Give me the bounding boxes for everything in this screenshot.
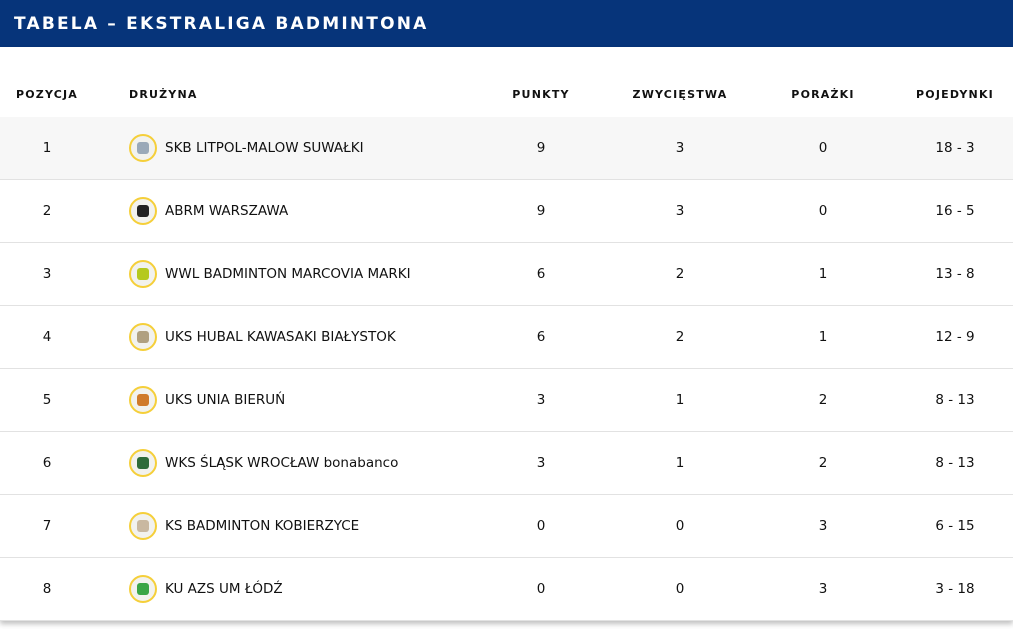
team-name: KU AZS UM ŁÓDŹ bbox=[165, 581, 283, 597]
team[interactable]: KU AZS UM ŁÓDŹ bbox=[129, 575, 283, 603]
page-title: TABELA – EKSTRALIGA BADMINTONA bbox=[14, 13, 429, 34]
col-position: POZYCJA bbox=[15, 88, 79, 101]
points: 6 bbox=[536, 329, 546, 345]
team-logo-icon bbox=[129, 323, 157, 351]
team-name: KS BADMINTON KOBIERZYCE bbox=[165, 518, 360, 534]
losses: 2 bbox=[818, 392, 828, 408]
team[interactable]: ABRM WARSZAWA bbox=[129, 197, 288, 225]
col-wins: ZWYCIĘSTWA bbox=[632, 88, 728, 101]
losses: 1 bbox=[818, 329, 828, 345]
team[interactable]: UKS UNIA BIERUŃ bbox=[129, 386, 285, 414]
team[interactable]: WKS ŚLĄSK WROCŁAW bonabanco bbox=[129, 449, 398, 477]
losses: 2 bbox=[818, 455, 828, 471]
team-name: UKS UNIA BIERUŃ bbox=[165, 392, 286, 408]
points: 9 bbox=[536, 140, 546, 156]
losses: 0 bbox=[818, 140, 828, 156]
team[interactable]: WWL BADMINTON MARCOVIA MARKI bbox=[129, 260, 411, 288]
col-losses: PORAŻKI bbox=[791, 88, 855, 101]
wins: 3 bbox=[675, 140, 685, 156]
losses: 3 bbox=[818, 518, 828, 534]
standings-table: POZYCJA DRUŻYNA PUNKTY ZWYCIĘSTWA PORAŻK… bbox=[0, 47, 1013, 621]
wins: 2 bbox=[675, 266, 685, 282]
team-name: UKS HUBAL KAWASAKI BIAŁYSTOK bbox=[165, 329, 396, 345]
points: 0 bbox=[536, 518, 546, 534]
team-name: WKS ŚLĄSK WROCŁAW bonabanco bbox=[165, 455, 399, 471]
position: 3 bbox=[42, 266, 52, 282]
title-bar: TABELA – EKSTRALIGA BADMINTONA bbox=[0, 0, 1013, 47]
team-name: WWL BADMINTON MARCOVIA MARKI bbox=[165, 266, 411, 282]
wins: 2 bbox=[675, 329, 685, 345]
team[interactable]: KS BADMINTON KOBIERZYCE bbox=[129, 512, 359, 540]
team-logo-icon bbox=[129, 134, 157, 162]
team-logo-icon bbox=[129, 197, 157, 225]
position: 7 bbox=[42, 518, 52, 534]
table-row: 7 KS BADMINTON KOBIERZYCE 0 0 3 6 - 15 bbox=[0, 495, 1013, 558]
col-points: PUNKTY bbox=[512, 88, 570, 101]
duels: 3 - 18 bbox=[935, 581, 975, 597]
losses: 3 bbox=[818, 581, 828, 597]
points: 0 bbox=[536, 581, 546, 597]
position: 1 bbox=[42, 140, 52, 156]
position: 6 bbox=[42, 455, 52, 471]
points: 9 bbox=[536, 203, 546, 219]
duels: 8 - 13 bbox=[935, 455, 975, 471]
table-row: 6 WKS ŚLĄSK WROCŁAW bonabanco 3 1 2 8 - … bbox=[0, 432, 1013, 495]
col-team: DRUŻYNA bbox=[129, 88, 198, 101]
team-name: SKB LITPOL-MALOW SUWAŁKI bbox=[165, 140, 364, 156]
wins: 0 bbox=[675, 581, 685, 597]
team-logo-icon bbox=[129, 260, 157, 288]
duels: 6 - 15 bbox=[935, 518, 975, 534]
table-row: 8 KU AZS UM ŁÓDŹ 0 0 3 3 - 18 bbox=[0, 558, 1013, 621]
wins: 3 bbox=[675, 203, 685, 219]
table-row: 4 UKS HUBAL KAWASAKI BIAŁYSTOK 6 2 1 12 … bbox=[0, 306, 1013, 369]
table-row: 5 UKS UNIA BIERUŃ 3 1 2 8 - 13 bbox=[0, 369, 1013, 432]
table-row: 1 SKB LITPOL-MALOW SUWAŁKI 9 3 0 18 - 3 bbox=[0, 117, 1013, 180]
col-duels: POJEDYNKI bbox=[916, 88, 994, 101]
position: 2 bbox=[42, 203, 52, 219]
team-name: ABRM WARSZAWA bbox=[165, 203, 289, 219]
position: 4 bbox=[42, 329, 52, 345]
team-logo-icon bbox=[129, 449, 157, 477]
duels: 12 - 9 bbox=[935, 329, 975, 345]
duels: 16 - 5 bbox=[935, 203, 975, 219]
duels: 13 - 8 bbox=[935, 266, 975, 282]
position: 5 bbox=[42, 392, 52, 408]
position: 8 bbox=[42, 581, 52, 597]
points: 6 bbox=[536, 266, 546, 282]
losses: 0 bbox=[818, 203, 828, 219]
duels: 8 - 13 bbox=[935, 392, 975, 408]
team-logo-icon bbox=[129, 575, 157, 603]
points: 3 bbox=[536, 392, 546, 408]
team-logo-icon bbox=[129, 386, 157, 414]
losses: 1 bbox=[818, 266, 828, 282]
team-logo-icon bbox=[129, 512, 157, 540]
team[interactable]: UKS HUBAL KAWASAKI BIAŁYSTOK bbox=[129, 323, 396, 351]
team[interactable]: SKB LITPOL-MALOW SUWAŁKI bbox=[129, 134, 364, 162]
wins: 1 bbox=[675, 455, 685, 471]
duels: 18 - 3 bbox=[935, 140, 975, 156]
wins: 1 bbox=[675, 392, 685, 408]
table-row: 2 ABRM WARSZAWA 9 3 0 16 - 5 bbox=[0, 180, 1013, 243]
points: 3 bbox=[536, 455, 546, 471]
wins: 0 bbox=[675, 518, 685, 534]
table-row: 3 WWL BADMINTON MARCOVIA MARKI 6 2 1 13 … bbox=[0, 243, 1013, 306]
table-header: POZYCJA DRUŻYNA PUNKTY ZWYCIĘSTWA PORAŻK… bbox=[0, 88, 1013, 110]
